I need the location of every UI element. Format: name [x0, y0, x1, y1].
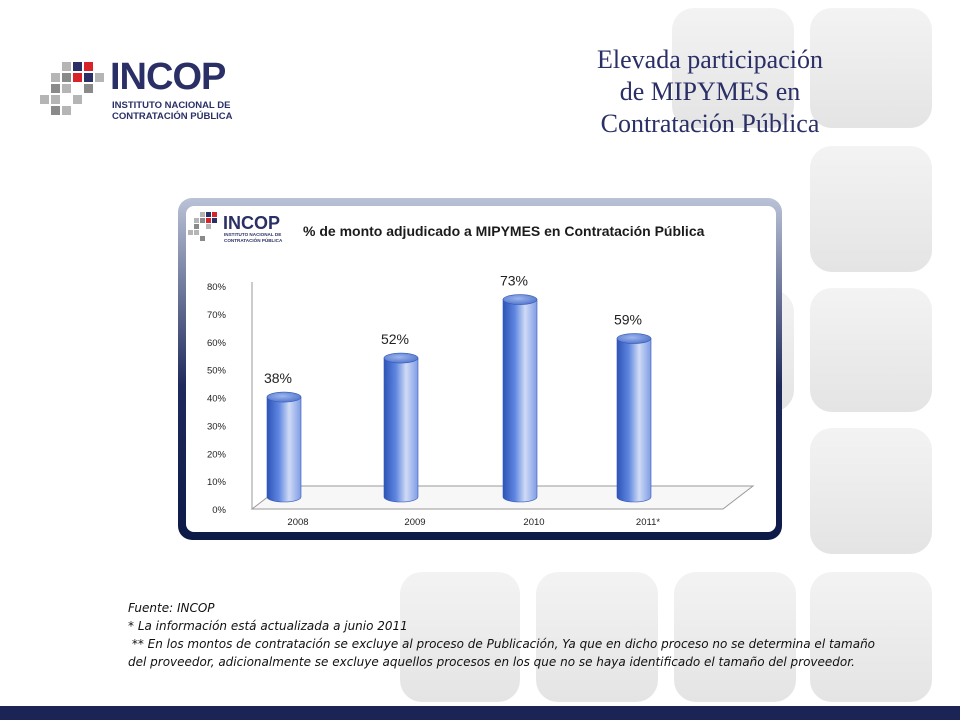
chart-logo-brand: INCOP [223, 213, 280, 233]
x-tick-label: 2010 [523, 517, 544, 528]
page-title: Elevada participación de MIPYMES en Cont… [530, 44, 890, 140]
x-axis-labels: 2008 2009 2010 2011* [287, 517, 660, 528]
bar-top [266, 391, 302, 403]
background-tile [536, 572, 658, 702]
background-tile [810, 428, 932, 554]
data-label: 73% [500, 273, 528, 289]
exclusion-note: ** En los montos de contratación se excl… [128, 637, 879, 669]
x-tick-label: 2011* [636, 517, 660, 528]
logo-subtitle-line2: CONTRATACIÓN PÚBLICA [112, 111, 233, 122]
background-tile [400, 572, 520, 702]
y-tick-label: 50% [207, 366, 227, 377]
chart-logo-sub2: CONTRATACIÓN PÚBLICA [224, 236, 283, 243]
chart-title: % de monto adjudicado a MIPYMES en Contr… [303, 223, 705, 239]
bar-2010 [502, 294, 538, 503]
y-tick-label: 80% [207, 282, 227, 293]
footnotes: Fuente: INCOP * La información está actu… [128, 599, 888, 671]
bar-2009 [383, 352, 419, 503]
x-tick-label: 2009 [404, 517, 425, 528]
y-tick-label: 60% [207, 338, 227, 349]
background-tile [810, 288, 932, 412]
bar-body [502, 299, 538, 503]
background-tile [810, 8, 932, 128]
chart-floor [250, 485, 755, 510]
y-tick-label: 0% [212, 505, 226, 516]
page-title-line: de MIPYMES en [619, 77, 801, 106]
bar-chart: INCOP INSTITUTO NACIONAL DE CONTRATACIÓN… [188, 212, 755, 528]
y-tick-label: 30% [207, 421, 227, 432]
bar-body [383, 357, 419, 503]
y-tick-label: 10% [207, 477, 227, 488]
logo-mark-icon [40, 62, 104, 115]
bar-top [383, 352, 419, 364]
bar-top [502, 294, 538, 305]
data-label: 52% [381, 331, 409, 347]
source-note: Fuente: INCOP [128, 601, 215, 615]
bar-body [616, 338, 652, 503]
y-axis-ticks: 0% 10% 20% 30% 40% 50% 60% 70% 80% [207, 282, 227, 516]
page-title-line: Contratación Pública [600, 109, 820, 138]
page-title-line: Elevada participación [597, 45, 823, 74]
bar-top [616, 333, 652, 344]
background-tile [674, 572, 796, 702]
bar-series: 38% 52% 73% 59% [264, 273, 652, 503]
logo-brand: INCOP [110, 56, 226, 98]
y-tick-label: 70% [207, 310, 227, 321]
bar-2011* [616, 333, 652, 503]
y-tick-label: 40% [207, 394, 227, 405]
background-tile [810, 572, 932, 702]
data-label: 59% [614, 312, 642, 328]
data-label: 38% [264, 370, 292, 386]
bar-2008 [266, 391, 302, 503]
background-tile [810, 146, 932, 272]
update-note: * La información está actualizada a juni… [128, 619, 408, 633]
incop-logo: INCOP INSTITUTO NACIONAL DE CONTRATACIÓN… [38, 54, 268, 134]
logo-subtitle-line1: INSTITUTO NACIONAL DE [112, 100, 231, 111]
chart-logo-icon [188, 212, 217, 241]
bottom-bar [0, 706, 960, 720]
x-tick-label: 2008 [287, 517, 308, 528]
background-tile [672, 8, 794, 128]
bar-body [266, 396, 302, 503]
y-tick-label: 20% [207, 449, 227, 460]
chart-logo-sub1: INSTITUTO NACIONAL DE [224, 232, 281, 237]
